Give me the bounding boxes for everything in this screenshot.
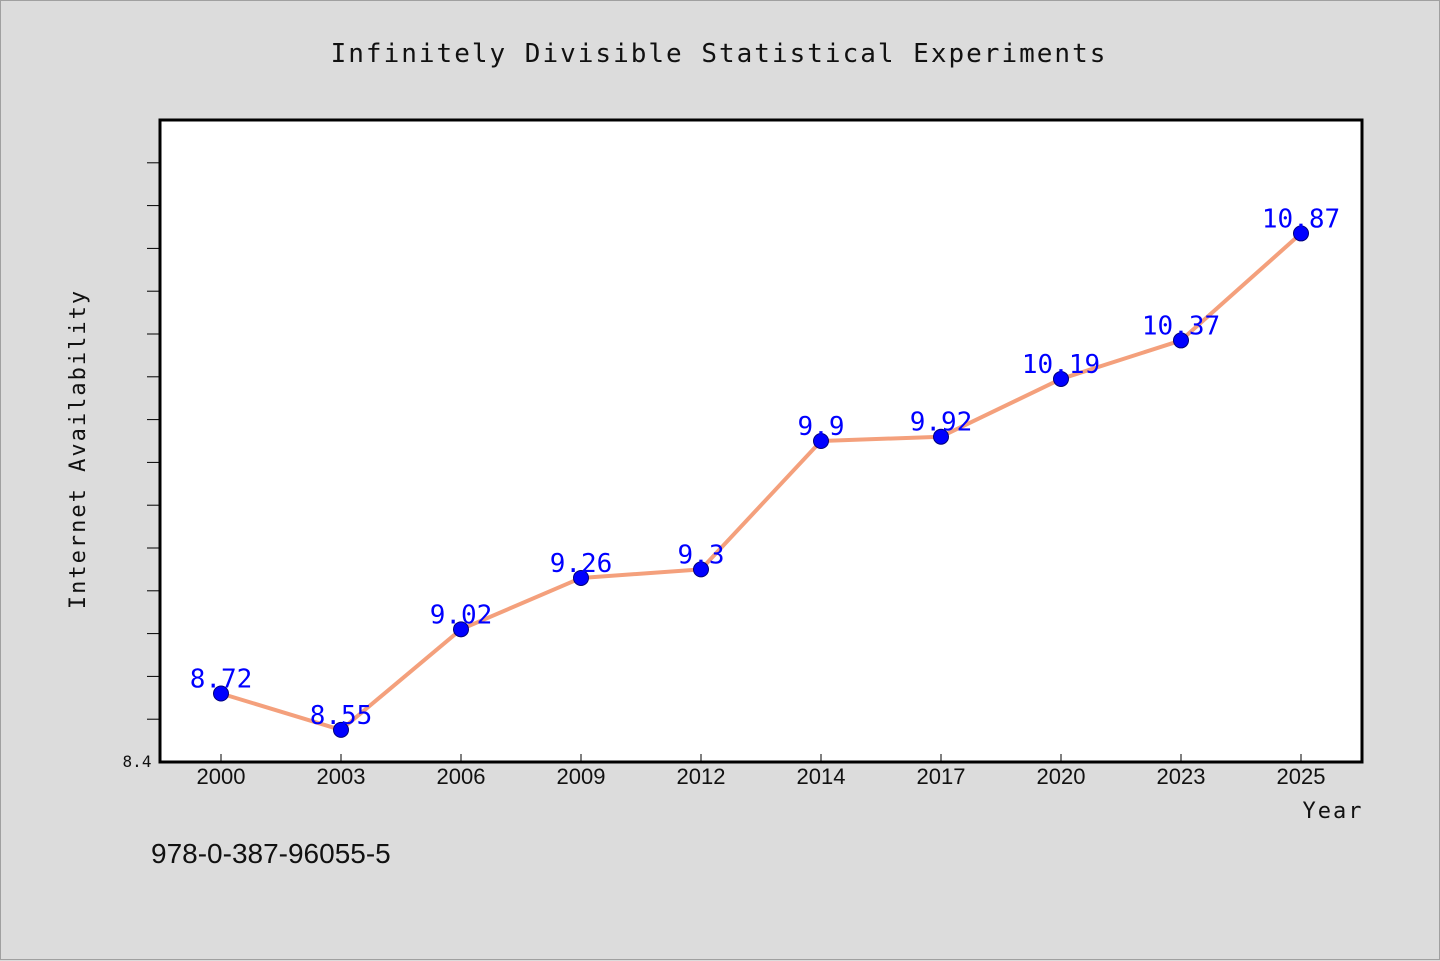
data-label: 10.19 xyxy=(1022,350,1100,380)
data-point xyxy=(693,561,709,578)
x-tick-label: 2006 xyxy=(437,764,486,789)
y-axis-label: Internet Availability xyxy=(66,289,91,609)
data-label: 9.02 xyxy=(430,600,493,630)
data-point xyxy=(333,721,349,738)
series-line xyxy=(220,231,1303,732)
isbn-footer: 978-0-387-96055-5 xyxy=(151,838,391,869)
data-point xyxy=(453,621,469,638)
data-label: 9.26 xyxy=(550,549,613,579)
plot-area xyxy=(158,118,1364,764)
x-tick-label: 2000 xyxy=(197,764,246,789)
x-tick-label: 2017 xyxy=(917,764,966,789)
data-label: 10.37 xyxy=(1142,311,1220,341)
chart-title: Infinitely Divisible Statistical Experim… xyxy=(331,39,1108,69)
data-label: 8.72 xyxy=(190,665,253,695)
y-axis-ticks xyxy=(147,162,160,720)
x-tick-label: 2009 xyxy=(557,764,606,789)
x-axis-label: Year xyxy=(1303,799,1364,824)
data-label: 9.92 xyxy=(910,408,973,438)
x-tick-label: 2014 xyxy=(797,764,846,789)
x-tick-label: 2023 xyxy=(1157,764,1206,789)
data-point xyxy=(213,685,229,702)
data-point xyxy=(573,569,589,586)
series-layer: 8.72 8.55 9.02 9.26 9.3 9.9 9.92 10.19 10.37 10.8… xyxy=(190,204,1340,738)
y-tick-label: 8.4 xyxy=(123,752,152,771)
data-point xyxy=(933,428,949,445)
x-tick-label: 2012 xyxy=(677,764,726,789)
data-point xyxy=(1053,370,1069,387)
data-label: 9.3 xyxy=(678,540,725,570)
data-label: 9.9 xyxy=(798,412,845,442)
data-point xyxy=(813,433,829,449)
x-axis-ticks: 2000 2003 2006 2009 2012 2014 2017 2020 2023 2025 xyxy=(197,754,1326,789)
data-point xyxy=(1173,332,1189,349)
data-label: 8.55 xyxy=(310,701,373,731)
x-tick-label: 2020 xyxy=(1037,764,1086,789)
x-tick-label: 2003 xyxy=(317,764,366,789)
data-point xyxy=(1293,225,1309,242)
data-label: 10.87 xyxy=(1262,204,1340,234)
x-tick-label: 2025 xyxy=(1277,764,1326,789)
